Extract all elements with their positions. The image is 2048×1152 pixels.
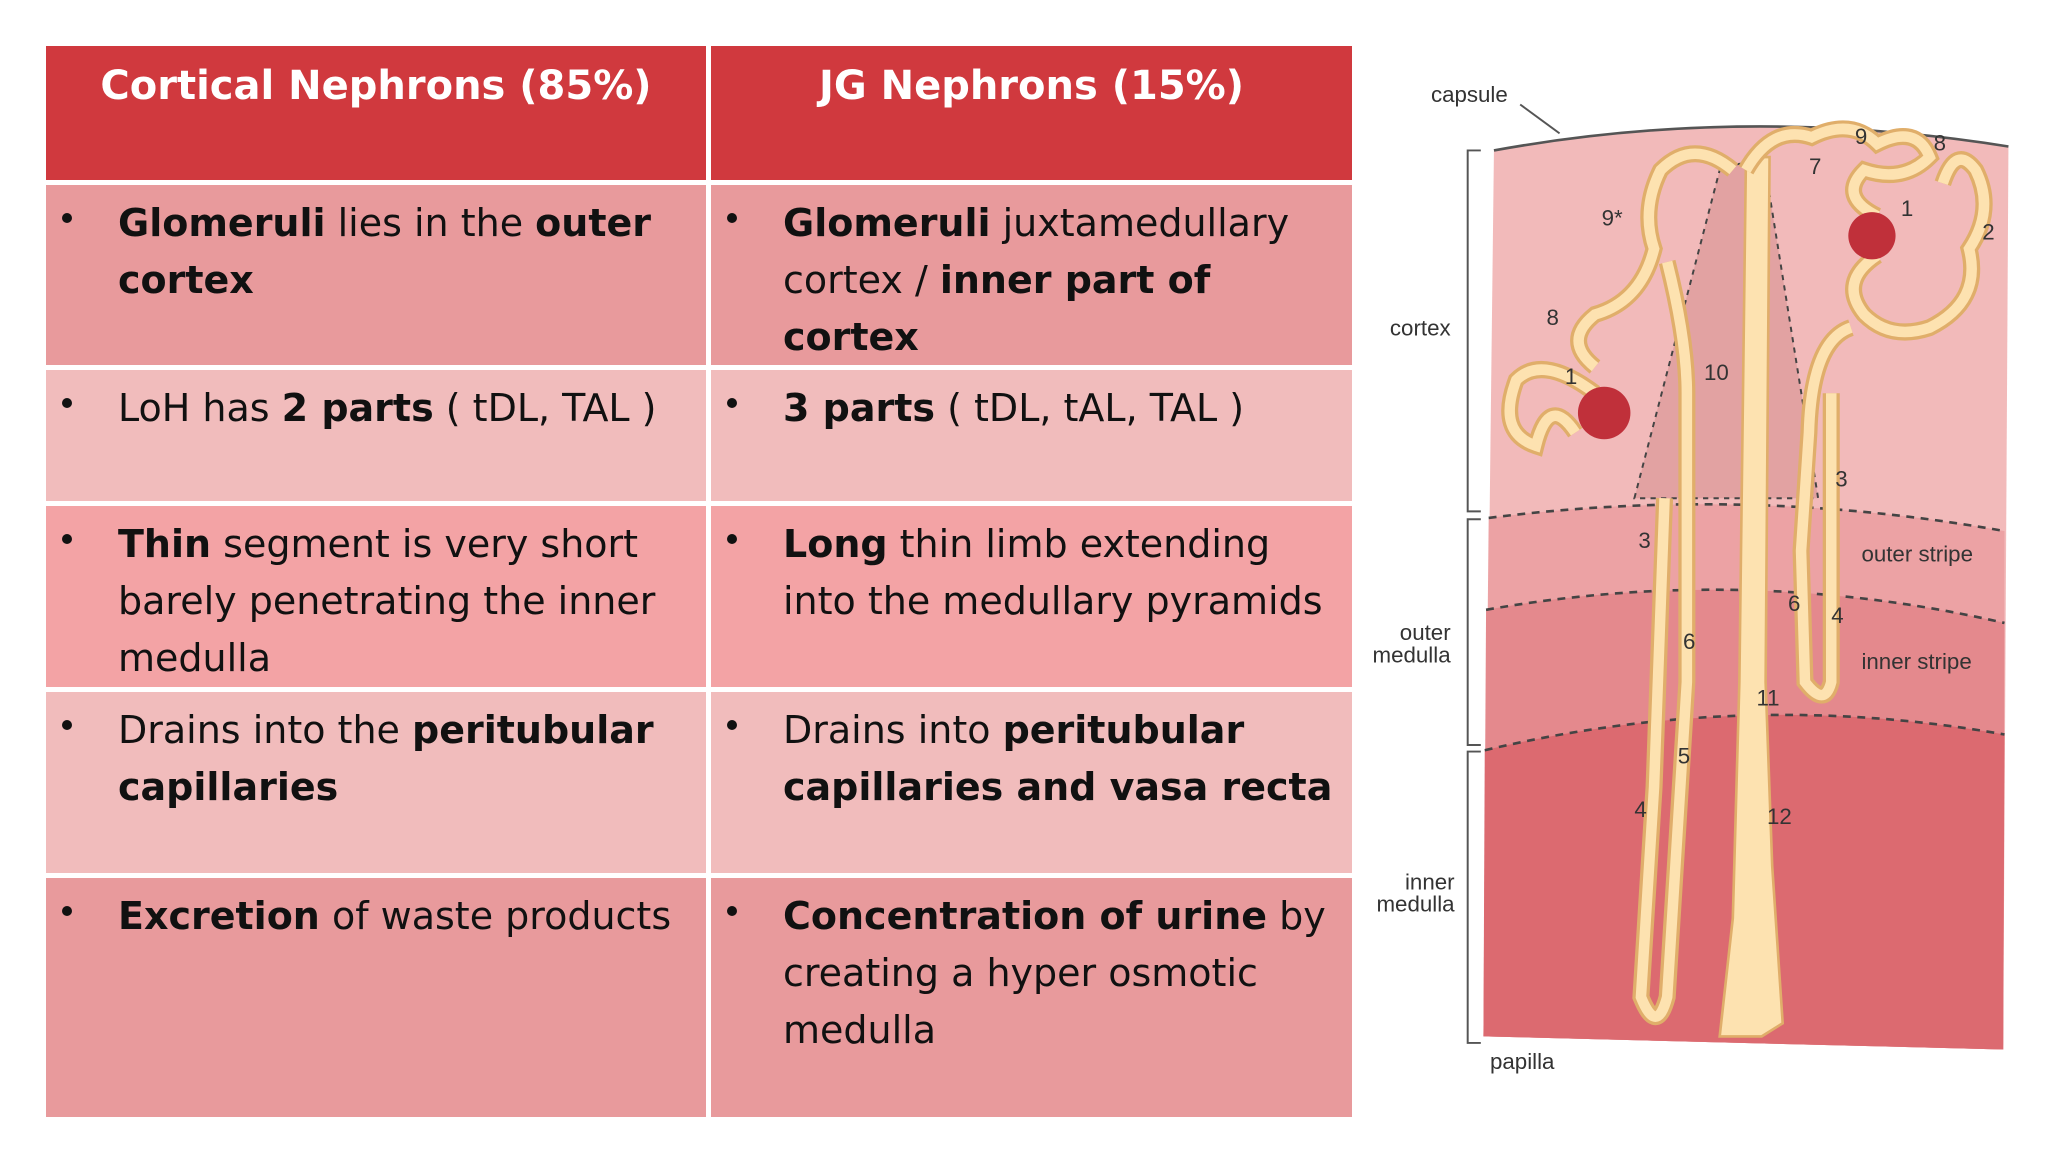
diagram-label: 6 [1683,629,1695,654]
cell-text: juxtamedullary cortex / [783,201,1290,302]
table-cell: LoH has 2 parts ( tDL, TAL ) [46,370,706,501]
diagram-label: 6 [1788,591,1800,616]
diagram-labels: capsulecortexoutermedullainnermedullapap… [1373,82,1995,1074]
cell-text: segment is very short barely penetrating… [118,522,656,680]
cell-text: LoH has [118,386,282,430]
tubule-lumen [1635,260,1693,1022]
tubule-lumen [1573,148,1737,372]
tubules [1501,120,1993,1025]
cell-text: lies in the [325,201,536,245]
bullet [62,213,72,223]
diagram-label: 10 [1704,360,1729,385]
cell-text: Glomeruli [118,201,326,245]
bullet [727,398,737,408]
tubule-lumen [1504,364,1599,453]
cell-text: 2 parts [281,386,434,430]
diagram-label: 3 [1835,466,1847,491]
diagram-label: capsule [1431,82,1508,107]
diagram-label: 8 [1546,305,1558,330]
bullet [727,534,737,544]
header-cell: Cortical Nephrons (85%) [46,46,706,180]
cell-text: ( tDL, TAL ) [433,386,657,430]
cell-text: outer cortex [118,201,652,302]
cell-text: Thin [118,522,212,566]
bullet [727,720,737,730]
diagram-label: outer [1400,620,1451,645]
diagram-label: outer stripe [1861,541,1973,566]
bullet [727,906,737,916]
diagram-label: medulla [1376,892,1455,917]
table-cell: 3 parts ( tDL, tAL, TAL ) [711,370,1352,501]
cell-text: by creating a hyper osmotic medulla [783,894,1326,1052]
bullet [62,398,72,408]
capsule-line [1493,125,2009,152]
table-cell: Long thin limb extending into the medull… [711,506,1352,687]
diagram-label: 2 [1982,220,1994,245]
cell-text: Concentration of urine [783,894,1268,938]
header-cell: JG Nephrons (15%) [711,46,1352,180]
bullet [62,906,72,916]
diagram-label: 3 [1638,528,1650,553]
table-cell: Drains into peritubular capillaries and … [711,692,1352,873]
table-cell: Drains into the peritubular capillaries [46,692,706,873]
table-cell: Glomeruli juxtamedullary cortex / inner … [711,185,1352,365]
cell-text: ( tDL, tAL, TAL ) [935,386,1245,430]
diagram-label: 9 [1855,124,1867,149]
diagram-label: 1 [1901,196,1913,221]
bullet [727,213,737,223]
diagram-label: 4 [1831,603,1843,628]
table-cell: Glomeruli lies in the outer cortex [46,185,706,365]
diagram-label: 11 [1756,686,1779,711]
cell-text: inner part of cortex [783,258,1211,359]
tubule-lumen [1848,154,1990,338]
cell-text: Drains into the [118,708,412,752]
brackets [1466,103,1561,1044]
diagram-label: 8 [1934,130,1946,155]
table-cell: Thin segment is very short barely penetr… [46,506,706,687]
diagram-label: inner stripe [1861,649,1971,674]
diagram-label: 7 [1809,154,1821,179]
cell-text: of waste products [319,894,672,938]
diagram-label: 1 [1565,364,1577,389]
table-cell: Concentration of urine by creating a hyp… [711,878,1352,1117]
bullet [62,720,72,730]
cell-text: peritubular capillaries and vasa recta [783,708,1333,809]
cell-text: Long [783,522,888,566]
cell-text: Excretion [118,894,320,938]
diagram-label: 12 [1767,804,1792,829]
bullet [62,534,72,544]
cell-text: peritubular capillaries [118,708,654,809]
cell-text: thin limb extending into the medullary p… [783,522,1323,623]
nephron-diagram: capsulecortexoutermedullainnermedullapap… [1373,82,2009,1074]
tubule-lumen [1741,123,1936,221]
diagram-label: cortex [1390,316,1451,341]
cell-text: Drains into [783,708,1003,752]
diagram-label: papilla [1490,1049,1555,1074]
collecting-duct [1718,155,1785,1038]
diagram-label: 4 [1634,797,1646,822]
table-cell: Excretion of waste products [46,878,706,1117]
cell-text: Glomeruli [783,201,991,245]
diagram-label: 5 [1678,743,1690,768]
diagram-label: 9* [1602,205,1623,230]
tubule-lumen [1795,322,1853,701]
comparison-table: Cortical Nephrons (85%) JG Nephrons (15%)… [46,46,1352,1117]
glomeruli [1577,212,1896,440]
cell-text: 3 parts [783,386,936,430]
diagram-label: medulla [1373,642,1452,667]
diagram-label: inner [1405,869,1455,894]
